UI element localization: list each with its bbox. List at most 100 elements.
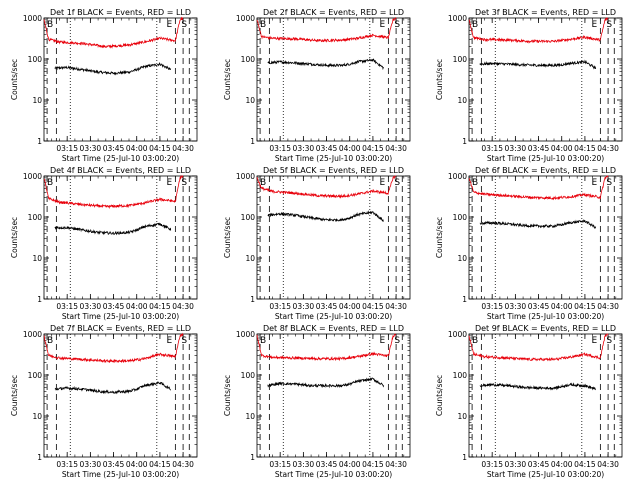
y-tick-label: 1000 bbox=[23, 330, 42, 339]
x-tick-label: 03:30 bbox=[80, 144, 102, 153]
plot-frame bbox=[256, 17, 411, 142]
x-tick-label: 03:45 bbox=[103, 302, 125, 311]
x-tick-label: 03:15 bbox=[269, 460, 291, 469]
series-events-line bbox=[267, 377, 385, 389]
y-tick-label: 1 bbox=[37, 137, 42, 146]
x-tick-label: 04:15 bbox=[574, 144, 596, 153]
x-tick-label: 03:15 bbox=[56, 144, 78, 153]
x-tick-label: 04:30 bbox=[597, 460, 619, 469]
x-tick-label: 04:30 bbox=[172, 302, 194, 311]
marker-label-s: S bbox=[181, 178, 187, 188]
marker-label-e: E bbox=[380, 336, 386, 346]
x-tick-label: 03:30 bbox=[293, 460, 315, 469]
marker-label-b: B bbox=[260, 178, 266, 188]
y-tick-label: 10 bbox=[245, 254, 255, 263]
x-tick-label: 04:30 bbox=[172, 460, 194, 469]
series-events-line bbox=[479, 219, 597, 229]
chart-panel-2: Det 2f BLACK = Events, RED = LLD 1 10 100 10… bbox=[223, 8, 411, 163]
marker-label-b: B bbox=[260, 336, 266, 346]
x-tick-label: 04:15 bbox=[574, 460, 596, 469]
marker-label-s: S bbox=[606, 336, 612, 346]
y-axis-label: Counts/sec bbox=[10, 217, 19, 258]
x-axis-label: Start Time (25-Jul-10 03:00:20) bbox=[62, 154, 179, 163]
chart-title: Det 5f BLACK = Events, RED = LLD bbox=[263, 166, 404, 175]
series-events-line bbox=[267, 210, 384, 222]
series-lld-line bbox=[43, 332, 184, 364]
series-lld-line bbox=[468, 17, 609, 44]
y-tick-label: 1000 bbox=[236, 330, 255, 339]
x-tick-label: 03:45 bbox=[103, 144, 125, 153]
series-events-line bbox=[479, 382, 596, 391]
y-tick-label: 1 bbox=[462, 453, 467, 462]
y-tick-label: 100 bbox=[241, 213, 256, 222]
plot-frame bbox=[468, 333, 623, 458]
marker-label-b: B bbox=[260, 20, 266, 30]
y-tick-label: 1000 bbox=[448, 172, 467, 181]
x-tick-label: 03:45 bbox=[528, 144, 550, 153]
x-tick-label: 04:15 bbox=[149, 460, 171, 469]
y-tick-label: 1000 bbox=[23, 14, 42, 23]
y-axis-label: Counts/sec bbox=[223, 217, 232, 258]
y-axis-label: Counts/sec bbox=[435, 375, 444, 416]
marker-label-b: B bbox=[47, 178, 53, 188]
plot-frame bbox=[43, 175, 198, 300]
x-tick-label: 03:30 bbox=[505, 460, 527, 469]
x-tick-label: 03:30 bbox=[293, 144, 315, 153]
y-axis-label: Counts/sec bbox=[10, 59, 19, 100]
y-tick-label: 10 bbox=[457, 412, 467, 421]
marker-label-e: E bbox=[167, 20, 173, 30]
y-tick-label: 10 bbox=[32, 254, 42, 263]
y-tick-label: 100 bbox=[453, 55, 468, 64]
y-axis-label: Counts/sec bbox=[223, 59, 232, 100]
chart-panel-8: Det 8f BLACK = Events, RED = LLD 1 10 100 10… bbox=[223, 324, 411, 479]
x-tick-label: 04:00 bbox=[551, 302, 573, 311]
y-tick-label: 10 bbox=[32, 96, 42, 105]
series-lld-line bbox=[256, 175, 397, 199]
y-tick-label: 100 bbox=[453, 371, 468, 380]
x-tick-label: 04:00 bbox=[339, 460, 361, 469]
chart-title: Det 8f BLACK = Events, RED = LLD bbox=[263, 324, 404, 333]
chart-title: Det 7f BLACK = Events, RED = LLD bbox=[50, 324, 191, 333]
y-axis-label: Counts/sec bbox=[435, 217, 444, 258]
x-tick-label: 03:45 bbox=[316, 460, 338, 469]
y-axis-label: Counts/sec bbox=[223, 375, 232, 416]
x-axis-label: Start Time (25-Jul-10 03:00:20) bbox=[487, 312, 604, 321]
x-tick-label: 04:30 bbox=[172, 144, 194, 153]
x-tick-label: 03:30 bbox=[80, 302, 102, 311]
chart-title: Det 9f BLACK = Events, RED = LLD bbox=[475, 324, 616, 333]
plot-frame bbox=[43, 333, 198, 458]
x-tick-label: 04:15 bbox=[362, 302, 384, 311]
x-tick-label: 04:00 bbox=[551, 144, 573, 153]
x-axis-label: Start Time (25-Jul-10 03:00:20) bbox=[275, 154, 392, 163]
y-tick-label: 10 bbox=[245, 412, 255, 421]
y-tick-label: 1 bbox=[462, 295, 467, 304]
y-tick-label: 100 bbox=[241, 55, 256, 64]
y-axis-label: Counts/sec bbox=[435, 59, 444, 100]
x-axis-label: Start Time (25-Jul-10 03:00:20) bbox=[62, 312, 179, 321]
marker-label-b: B bbox=[472, 178, 478, 188]
y-tick-label: 100 bbox=[28, 371, 43, 380]
y-tick-label: 1000 bbox=[236, 14, 255, 23]
plot-frame bbox=[43, 17, 198, 142]
series-events-line bbox=[54, 222, 172, 236]
x-tick-label: 04:00 bbox=[339, 144, 361, 153]
x-tick-label: 03:30 bbox=[293, 302, 315, 311]
marker-label-s: S bbox=[606, 178, 612, 188]
x-tick-label: 03:15 bbox=[269, 302, 291, 311]
x-tick-label: 04:30 bbox=[597, 302, 619, 311]
marker-label-s: S bbox=[606, 20, 612, 30]
x-axis-label: Start Time (25-Jul-10 03:00:20) bbox=[275, 470, 392, 479]
series-lld-line bbox=[256, 16, 397, 43]
series-events-line bbox=[54, 62, 172, 76]
marker-label-e: E bbox=[167, 336, 173, 346]
x-tick-label: 03:30 bbox=[505, 144, 527, 153]
chart-title: Det 1f BLACK = Events, RED = LLD bbox=[50, 8, 191, 17]
chart-title: Det 6f BLACK = Events, RED = LLD bbox=[475, 166, 616, 175]
x-tick-label: 03:30 bbox=[505, 302, 527, 311]
y-tick-label: 100 bbox=[28, 55, 43, 64]
x-tick-label: 03:15 bbox=[481, 460, 503, 469]
plot-frame bbox=[468, 175, 623, 300]
marker-label-s: S bbox=[394, 20, 400, 30]
x-tick-label: 03:15 bbox=[269, 144, 291, 153]
x-tick-label: 04:00 bbox=[126, 302, 148, 311]
